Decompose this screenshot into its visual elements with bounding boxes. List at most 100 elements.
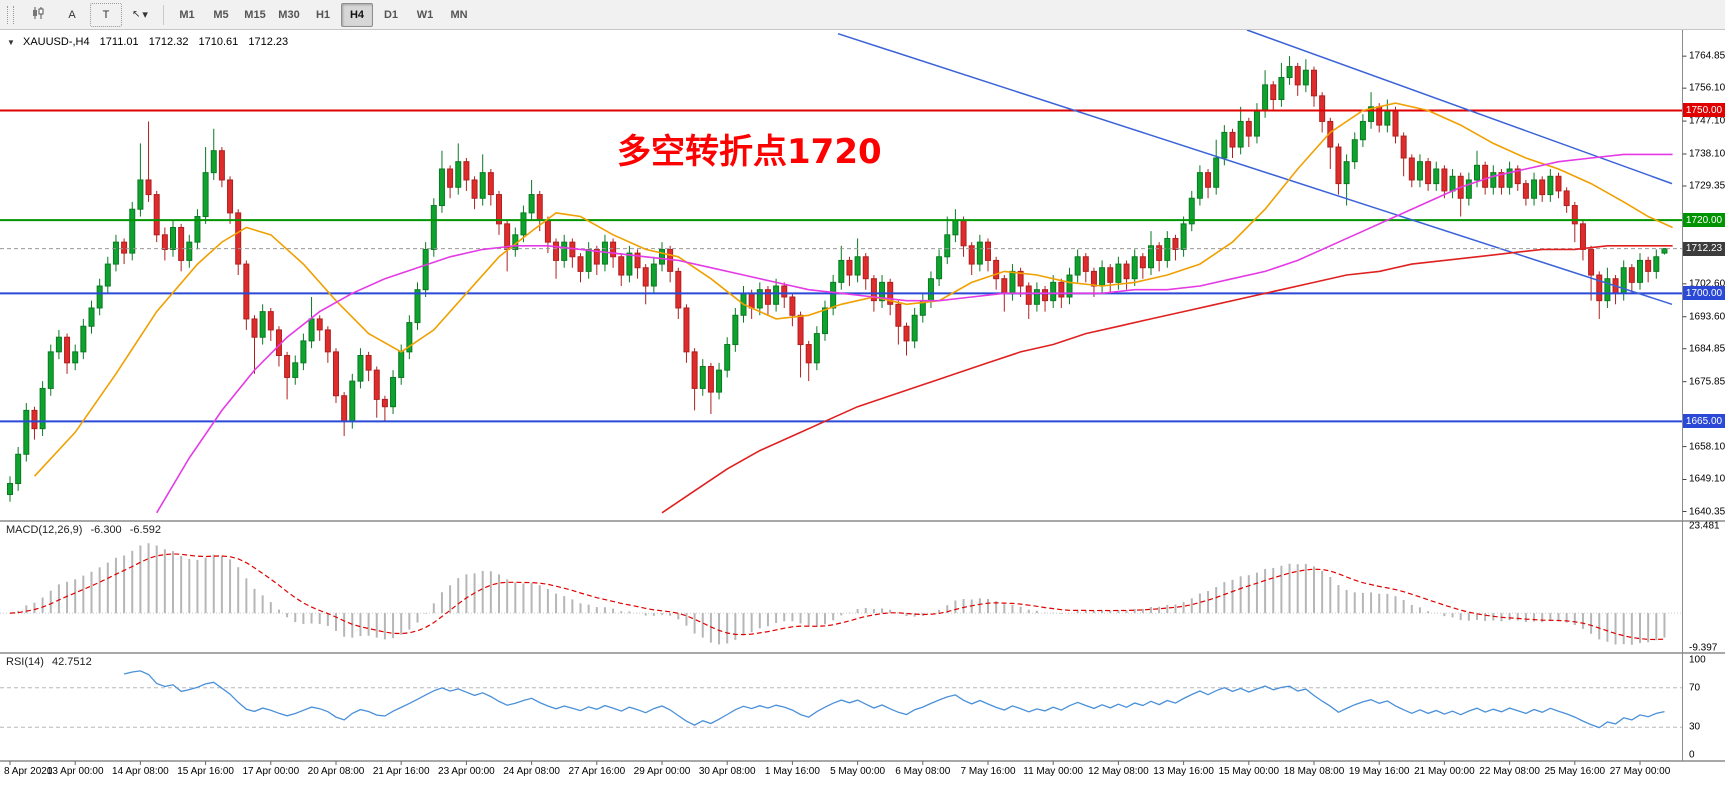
candle-body [1490,172,1497,188]
candle-body [398,351,405,378]
candle-body [1099,267,1106,287]
objects-dropdown-button[interactable]: ↖ ▾ [124,3,156,27]
candle-body [1506,168,1513,188]
trendline[interactable] [837,32,1673,306]
candle-body [732,314,739,346]
annotation-text: 多空转折点1720 [617,132,882,172]
candle-body [528,194,535,214]
candle-body [455,161,462,188]
tf-button-m5[interactable]: M5 [213,8,229,21]
candle-body [430,205,437,250]
time-axis-label: 12 May 08:00 [1088,766,1149,777]
candle-body [1547,175,1554,196]
macd-histogram [17,543,1666,645]
candle-body [927,278,934,302]
macd-axis-max: 23.481 [1689,520,1720,532]
time-axis-label: 15 May 00:00 [1218,766,1280,777]
candle-body [406,322,413,353]
candle-body [903,325,910,342]
chart-mode-button[interactable] [22,3,54,27]
candle-body [952,219,959,236]
candle-body [683,307,690,353]
tf-button-h4[interactable]: H4 [341,2,373,27]
candle-body [1042,289,1049,302]
candle-body [797,314,804,346]
candle-body [911,314,918,342]
toolbar: A T ↖ ▾ M1 M5 M15 M30 H1 H4 D1 W1 MN [0,0,1725,30]
candle-body [349,380,356,422]
tf-button-m15[interactable]: M15 [244,8,266,21]
tf-button-h1[interactable]: H1 [315,8,331,21]
candle-body [112,241,119,265]
candle-body [985,241,991,261]
toolbar-separator [163,4,164,25]
annotation-a-button[interactable]: A [68,8,76,21]
candle-body [178,227,185,261]
candle-body [1588,248,1595,276]
candle-body [463,161,470,181]
candle-body [691,351,698,389]
ma-line-fast-ma [33,102,1673,477]
candle-body [1637,259,1643,283]
candle-body [618,256,625,276]
rsi-axis-label: 100 [1689,654,1706,666]
time-axis-label: 23 Apr 00:00 [438,766,495,777]
candle-body [650,263,657,287]
open-value: 1711.01 [99,36,139,48]
tf-button-d1[interactable]: D1 [383,8,399,21]
tf-button-mn[interactable]: MN [450,8,468,21]
candle-body [15,453,22,485]
collapse-arrow-icon[interactable]: ▼ [7,38,15,47]
text-tool-button[interactable]: T [90,2,122,27]
macd-axis-min: -9.397 [1689,642,1718,654]
candle-body [64,336,71,364]
candle-body [1482,164,1489,188]
candle-body [243,263,250,320]
candle-body [870,278,877,302]
time-axis-label: 19 May 16:00 [1348,766,1410,777]
candle-body [1033,289,1040,305]
candle-body [55,336,62,353]
candle-body [259,311,266,338]
price-tick-label: 1747.10 [1689,115,1725,127]
candle-body [292,362,299,378]
candle-body [39,387,46,430]
candle-body [333,351,339,397]
tf-button-w1[interactable]: W1 [416,8,434,21]
candle-body [1245,120,1252,137]
candle-body [716,369,723,393]
candle-body [324,329,331,353]
candle-body [1156,245,1163,261]
candle-body [267,311,274,331]
candle-body [1253,109,1260,137]
candle-body [1311,69,1317,97]
toolbar-drag-handle[interactable] [7,5,14,24]
candle-body [1302,69,1309,86]
price-line-label: 1720.00 [1683,213,1725,228]
rsi-axis-label: 0 [1689,749,1695,761]
candle-body [805,344,812,364]
candle-body [1465,179,1472,199]
candle-body [1058,281,1065,298]
candle-body [80,325,87,353]
tf-button-m30[interactable]: M30 [278,8,300,21]
candle-body [1579,223,1586,250]
candle-body [520,212,527,236]
candle-body [72,351,79,364]
time-axis-label: 24 Apr 08:00 [503,766,560,777]
candle-body [707,365,714,393]
candle-body [1148,245,1154,269]
price-tick-label: 1684.85 [1689,343,1725,355]
candle-body [1416,161,1423,181]
candle-body [1221,131,1228,159]
candle-body [1368,106,1375,122]
candle-body [487,172,494,196]
time-axis-label: 13 May 16:00 [1153,766,1214,777]
tf-button-m1[interactable]: M1 [179,8,195,21]
candle-body [496,194,502,225]
symbol-ohlc-line: ▼ XAUUSD-,H4 1711.01 1712.32 1710.61 171… [7,36,288,48]
candle-body [145,179,152,196]
candle-body [202,172,209,218]
trendline[interactable] [1246,29,1673,185]
candle-body [1498,172,1505,188]
